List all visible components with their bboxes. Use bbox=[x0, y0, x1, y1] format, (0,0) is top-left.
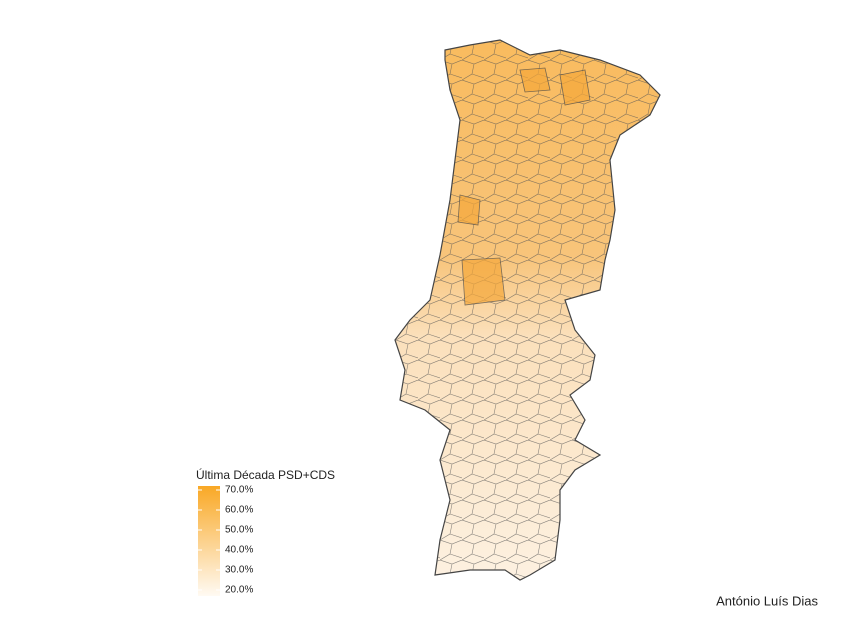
legend-tick-label: 40.0% bbox=[225, 545, 253, 556]
darker-regions bbox=[457, 67, 591, 306]
legend-tick-label: 20.0% bbox=[225, 585, 253, 596]
legend-tick-label: 70.0% bbox=[225, 485, 253, 496]
legend: Última Década PSD+CDS 70.0% 60.0% 50.0% 40.… bbox=[196, 467, 335, 596]
legend-tick-label: 60.0% bbox=[225, 505, 253, 516]
legend-tick-label: 30.0% bbox=[225, 565, 253, 576]
legend-tick-label: 50.0% bbox=[225, 525, 253, 536]
municipality-borders bbox=[395, 40, 660, 580]
colorbar bbox=[198, 486, 220, 596]
portugal-map bbox=[394, 39, 661, 581]
caption: António Luís Dias bbox=[716, 593, 818, 608]
legend-title: Última Década PSD+CDS bbox=[196, 467, 335, 482]
